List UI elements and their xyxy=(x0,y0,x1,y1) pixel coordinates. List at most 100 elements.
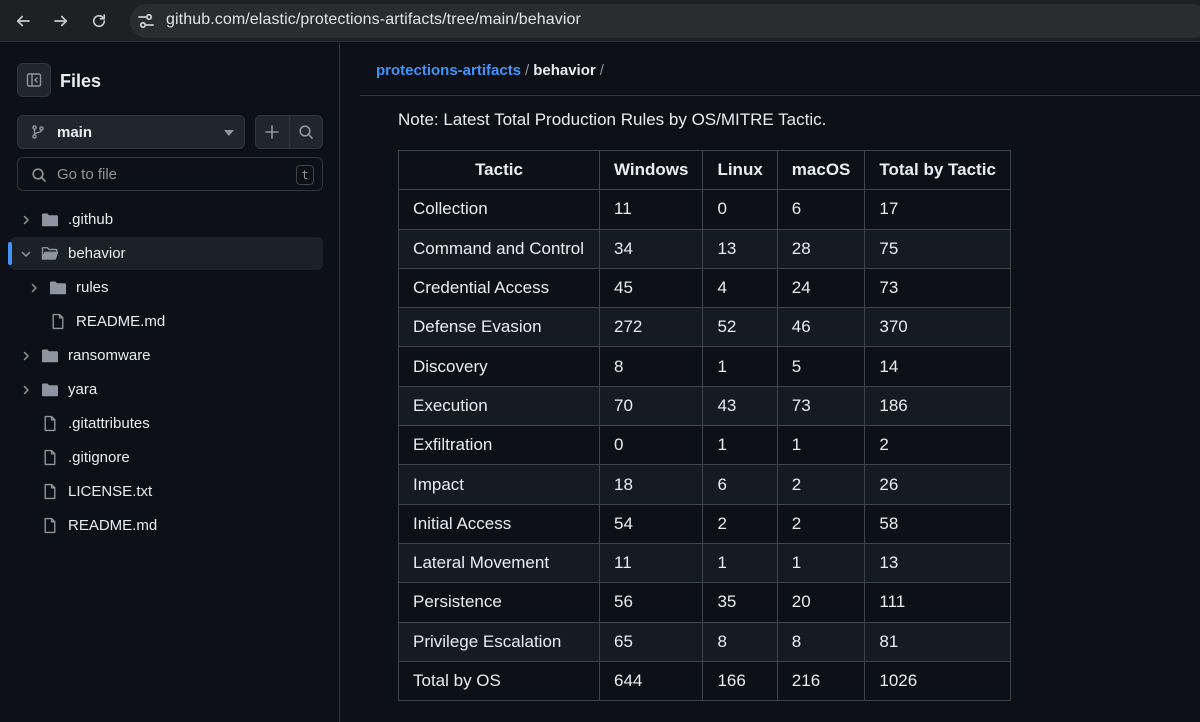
table-cell: 6 xyxy=(702,464,778,505)
table-cell: 644 xyxy=(598,660,704,702)
file-icon xyxy=(41,415,59,432)
tree-item-label: LICENSE.txt xyxy=(68,483,153,500)
back-arrow-icon[interactable] xyxy=(11,9,35,33)
table-cell: 65 xyxy=(598,621,704,662)
table-cell: 13 xyxy=(702,228,778,269)
file-icon xyxy=(41,483,59,500)
table-cell: 75 xyxy=(864,228,1011,269)
tree-item-label: ransomware xyxy=(68,347,151,364)
tree-item-behavior[interactable]: behavior xyxy=(0,237,340,271)
rules-table: Tactic Windows Linux macOS Total by Tact… xyxy=(398,149,1011,702)
table-cell: 8 xyxy=(776,621,866,662)
site-settings-icon[interactable] xyxy=(137,12,155,30)
table-cell: 272 xyxy=(598,307,704,348)
table-cell: 1 xyxy=(776,425,866,466)
table-row: Impact 18 6 2 26 xyxy=(398,464,1011,505)
table-cell: 46 xyxy=(776,307,866,348)
table-cell: 2 xyxy=(776,503,866,544)
table-row: Execution 70 43 73 186 xyxy=(398,385,1011,427)
chevron-right-icon[interactable] xyxy=(20,383,32,395)
table-cell: 14 xyxy=(864,346,1011,387)
go-to-file-placeholder: Go to file xyxy=(57,166,118,183)
chevron-right-icon[interactable] xyxy=(20,349,32,361)
table-cell: 34 xyxy=(598,228,704,269)
breadcrumb-separator: / xyxy=(525,62,530,79)
add-file-button[interactable] xyxy=(256,116,289,148)
table-cell: 11 xyxy=(598,189,704,230)
reload-icon[interactable] xyxy=(87,9,111,33)
table-cell: 111 xyxy=(864,582,1011,623)
table-row: Privilege Escalation 65 8 8 81 xyxy=(398,621,1011,662)
chevron-down-icon[interactable] xyxy=(20,247,32,259)
address-bar[interactable] xyxy=(130,4,1200,38)
chevron-right-icon[interactable] xyxy=(20,213,32,225)
table-cell: 8 xyxy=(702,621,778,662)
table-cell: 6 xyxy=(776,189,866,230)
folder-icon xyxy=(49,279,67,296)
folder-icon xyxy=(41,211,59,228)
tree-item-label: .gitignore xyxy=(68,449,130,466)
browser-toolbar: github.com/elastic/protections-artifacts… xyxy=(0,0,1200,42)
table-cell: 70 xyxy=(598,385,704,427)
table-cell: 11 xyxy=(598,542,704,584)
tree-item-readme[interactable]: README.md xyxy=(0,509,340,543)
file-tree-sidebar: Files main Go to file t .github xyxy=(0,43,340,722)
table-cell: 1 xyxy=(702,425,778,466)
table-cell: Total by OS xyxy=(398,660,600,702)
tree-item-behavior-readme[interactable]: README.md xyxy=(0,305,340,339)
sidebar-collapse-icon xyxy=(26,73,42,87)
file-icon xyxy=(41,449,59,466)
git-branch-icon xyxy=(30,124,46,140)
table-row: Exfiltration 0 1 1 2 xyxy=(398,425,1011,466)
table-cell: Persistence xyxy=(398,582,600,623)
url-text[interactable]: github.com/elastic/protections-artifacts… xyxy=(166,11,581,28)
go-to-file-input[interactable]: Go to file t xyxy=(17,157,323,191)
column-header: Linux xyxy=(702,149,778,191)
column-header: Tactic xyxy=(398,149,600,191)
table-cell: 1026 xyxy=(864,660,1011,702)
collapse-sidebar-button[interactable] xyxy=(17,63,51,97)
tree-item-yara[interactable]: yara xyxy=(0,373,340,407)
tree-item-gitignore[interactable]: .gitignore xyxy=(0,441,340,475)
readme-note: Note: Latest Total Production Rules by O… xyxy=(398,110,827,129)
branch-selector[interactable]: main xyxy=(17,115,245,149)
tree-item-gitattributes[interactable]: .gitattributes xyxy=(0,407,340,441)
active-row-marker xyxy=(8,242,12,265)
tree-item-rules[interactable]: rules xyxy=(0,271,340,305)
tree-item-license[interactable]: LICENSE.txt xyxy=(0,475,340,509)
table-cell: 28 xyxy=(776,228,866,269)
column-header: Total by Tactic xyxy=(864,149,1011,191)
table-cell: Initial Access xyxy=(398,503,600,544)
table-body: Collection 11 0 6 17 Command and Control 34 13… xyxy=(398,189,1011,702)
sidebar-action-group xyxy=(255,115,323,149)
table-cell: 24 xyxy=(776,267,866,309)
table-cell: 56 xyxy=(598,582,704,623)
active-row-highlight xyxy=(10,237,323,270)
folder-icon xyxy=(41,381,59,398)
table-cell: 52 xyxy=(702,307,778,348)
tree-item-label: README.md xyxy=(68,517,158,534)
table-cell: 0 xyxy=(598,425,704,466)
breadcrumb-header: protections-artifacts / behavior / xyxy=(360,43,1200,96)
folder-open-icon xyxy=(41,245,59,262)
table-row: Collection 11 0 6 17 xyxy=(398,189,1011,230)
branch-name: main xyxy=(57,124,93,141)
table-cell: Execution xyxy=(398,385,600,427)
breadcrumb-separator: / xyxy=(599,62,604,79)
tree-item-ransomware[interactable]: ransomware xyxy=(0,339,340,373)
breadcrumb: protections-artifacts / behavior / xyxy=(376,62,608,79)
breadcrumb-repo-link[interactable]: protections-artifacts xyxy=(376,62,522,79)
table-cell: 35 xyxy=(702,582,778,623)
table-cell: 4 xyxy=(702,267,778,309)
table-cell: 2 xyxy=(864,425,1011,466)
forward-arrow-icon[interactable] xyxy=(49,9,73,33)
table-cell: 58 xyxy=(864,503,1011,544)
chevron-right-icon[interactable] xyxy=(28,281,40,293)
table-cell: Collection xyxy=(398,189,600,230)
table-cell: 1 xyxy=(702,542,778,584)
tree-item-github[interactable]: .github xyxy=(0,203,340,237)
table-cell: 81 xyxy=(864,621,1011,662)
table-cell: 8 xyxy=(598,346,704,387)
folder-icon xyxy=(41,347,59,364)
search-code-button[interactable] xyxy=(288,116,322,148)
